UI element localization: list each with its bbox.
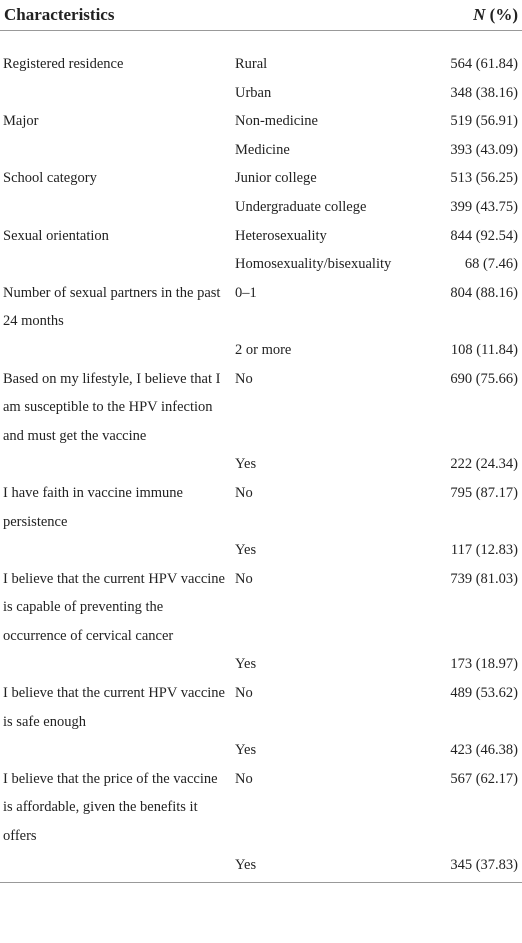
table-cell: Yes: [235, 656, 257, 673]
table-cell: 844 (92.54): [450, 227, 518, 244]
table-cell: Junior college: [235, 170, 317, 187]
table-cell: [0, 850, 235, 884]
table-cell: Medicine: [235, 141, 290, 158]
table-row: School category Junior college 513 (56.25): [0, 164, 522, 193]
table-row: Yes 345 (37.83): [0, 850, 522, 884]
table-cell: 795 (87.17): [450, 484, 518, 501]
table-row: Registered residence Rural 564 (61.84): [0, 31, 522, 79]
table-cell: No: [235, 484, 253, 501]
table-cell: [0, 136, 235, 165]
header-cell: [235, 0, 419, 31]
table-cell: Non-medicine: [235, 113, 318, 130]
table-row: Undergraduate college 399 (43.75): [0, 193, 522, 222]
table-cell: I believe that the current HPV vaccine i…: [3, 570, 225, 644]
table-row: Homosexuality/bisexuality 68 (7.46): [0, 250, 522, 279]
table-cell: [0, 193, 235, 222]
header-symbol: N: [473, 4, 486, 24]
table-cell: 489 (53.62): [450, 685, 518, 702]
table-cell: Yes: [235, 742, 257, 759]
table-cell: 399 (43.75): [450, 198, 518, 215]
table-cell: 423 (46.38): [450, 742, 518, 759]
table-cell: [0, 450, 235, 479]
table-cell: [0, 650, 235, 679]
table-cell: 393 (43.09): [450, 141, 518, 158]
table-row: I have faith in vaccine immune persisten…: [0, 479, 522, 536]
table-cell: 564 (61.84): [450, 56, 518, 72]
table-cell: Registered residence: [3, 56, 124, 72]
table-cell: No: [235, 770, 253, 787]
table-cell: Undergraduate college: [235, 198, 367, 215]
table-cell: [0, 250, 235, 279]
table-cell: [0, 79, 235, 108]
header-cell: Characteristics: [0, 0, 235, 31]
table-cell: 345 (37.83): [419, 850, 522, 884]
table-row: I believe that the price of the vaccine …: [0, 765, 522, 851]
table-cell: I believe that the current HPV vaccine i…: [3, 685, 225, 730]
table-cell: [0, 336, 235, 365]
table-cell: Urban: [235, 84, 272, 101]
table-cell: Yes: [235, 456, 257, 473]
table-row: Yes 117 (12.83): [0, 536, 522, 565]
table-cell: Based on my lifestyle, I believe that I …: [3, 370, 221, 444]
table-row: Medicine 393 (43.09): [0, 136, 522, 165]
table-row: Yes 423 (46.38): [0, 736, 522, 765]
table-cell: 108 (11.84): [450, 341, 518, 358]
table-cell: Sexual orientation: [3, 227, 109, 244]
table-cell: School category: [3, 170, 97, 187]
table-cell: 804 (88.16): [450, 284, 518, 301]
table-cell: 567 (62.17): [450, 770, 518, 787]
table-body: Registered residence Rural 564 (61.84) Urba…: [0, 31, 522, 884]
table-cell: [0, 536, 235, 565]
table-cell: Number of sexual partners in the past 24…: [3, 284, 221, 330]
table-cell: 68 (7.46): [464, 256, 518, 273]
table-cell: I have faith in vaccine immune persisten…: [3, 484, 183, 530]
table-row: Sexual orientation Heterosexuality 844 (92…: [0, 222, 522, 251]
table-cell: 739 (81.03): [450, 570, 518, 587]
table-cell: No: [235, 570, 253, 587]
table-cell: 117 (12.83): [450, 542, 518, 559]
table-cell: No: [235, 685, 253, 702]
table-cell: No: [235, 370, 253, 387]
table-cell: Yes: [235, 542, 257, 559]
table-cell: Rural: [235, 56, 268, 72]
table-cell: 2 or more: [235, 341, 292, 358]
table-row: Yes 173 (18.97): [0, 650, 522, 679]
table-row: I believe that the current HPV vaccine i…: [0, 679, 522, 736]
table-cell: 173 (18.97): [450, 656, 518, 673]
table-row: Yes 222 (24.34): [0, 450, 522, 479]
table-cell: Yes: [235, 850, 419, 884]
table-row: Major Non-medicine 519 (56.91): [0, 107, 522, 136]
header-unit: (%): [489, 4, 518, 24]
table-cell: 519 (56.91): [450, 113, 518, 130]
table-row: 2 or more 108 (11.84): [0, 336, 522, 365]
table-row: I believe that the current HPV vaccine i…: [0, 565, 522, 651]
table-cell: Heterosexuality: [235, 227, 327, 244]
header-row: Characteristics N (%): [0, 0, 522, 31]
table-cell: 222 (24.34): [450, 456, 518, 473]
table-cell: I believe that the price of the vaccine …: [3, 770, 218, 845]
table-row: Urban 348 (38.16): [0, 79, 522, 108]
table-cell: 690 (75.66): [450, 370, 518, 387]
table-cell: 0–1: [235, 284, 257, 301]
header-cell: N (%): [419, 0, 522, 31]
table-row: Number of sexual partners in the past 24…: [0, 279, 522, 336]
table-cell: Major: [3, 113, 39, 130]
data-table: Characteristics N (%) Registered residen…: [0, 0, 522, 884]
table-row: Based on my lifestyle, I believe that I …: [0, 365, 522, 451]
table-cell: [0, 736, 235, 765]
table-cell: Homosexuality/bisexuality: [235, 256, 392, 273]
table-cell: 513 (56.25): [450, 170, 518, 187]
table-cell: 348 (38.16): [450, 84, 518, 101]
